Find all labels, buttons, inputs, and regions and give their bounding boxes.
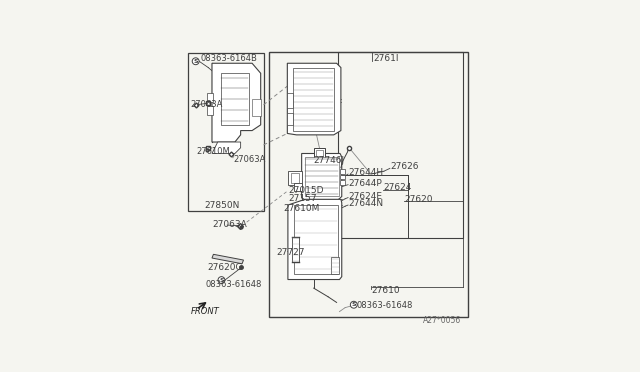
Polygon shape — [287, 63, 341, 135]
Text: 27620G: 27620G — [208, 263, 243, 272]
Circle shape — [218, 277, 225, 283]
Text: S: S — [351, 302, 356, 307]
Polygon shape — [288, 171, 301, 185]
Text: 27063A: 27063A — [190, 100, 222, 109]
Circle shape — [192, 58, 199, 65]
Text: 27626: 27626 — [390, 162, 419, 171]
Text: A27*0056: A27*0056 — [422, 316, 461, 325]
Text: 2761I: 2761I — [373, 54, 399, 64]
Polygon shape — [292, 237, 300, 262]
Text: 27610M: 27610M — [196, 147, 230, 156]
Polygon shape — [212, 142, 241, 154]
Text: 27644H: 27644H — [349, 168, 384, 177]
Text: 27624E: 27624E — [349, 192, 383, 201]
Polygon shape — [207, 93, 212, 102]
Text: S: S — [219, 278, 224, 283]
Polygon shape — [340, 169, 346, 173]
Polygon shape — [331, 257, 339, 274]
Polygon shape — [340, 175, 346, 179]
Polygon shape — [294, 183, 301, 191]
Polygon shape — [212, 63, 260, 142]
Text: 27644P: 27644P — [349, 179, 382, 188]
Polygon shape — [287, 93, 293, 108]
Polygon shape — [188, 53, 264, 211]
Polygon shape — [293, 68, 333, 131]
Polygon shape — [301, 154, 342, 200]
Text: 27610M: 27610M — [284, 204, 320, 213]
Polygon shape — [316, 150, 323, 156]
Circle shape — [350, 301, 357, 308]
Text: 27746J: 27746J — [314, 156, 345, 165]
Polygon shape — [305, 157, 339, 196]
Text: 27850N: 27850N — [204, 201, 240, 209]
Text: 27644N: 27644N — [349, 199, 384, 208]
Text: 27063A: 27063A — [212, 220, 247, 229]
Polygon shape — [269, 52, 468, 317]
Polygon shape — [288, 199, 342, 279]
Polygon shape — [212, 254, 243, 264]
Polygon shape — [221, 73, 249, 125]
Text: 27015D: 27015D — [288, 186, 323, 195]
Text: 27610: 27610 — [372, 286, 401, 295]
Text: 27620: 27620 — [404, 195, 433, 204]
Polygon shape — [340, 180, 346, 185]
Polygon shape — [294, 205, 338, 274]
Polygon shape — [287, 113, 293, 125]
Polygon shape — [314, 148, 325, 158]
Text: 27624: 27624 — [383, 183, 412, 192]
Text: 27727: 27727 — [276, 248, 305, 257]
Polygon shape — [252, 99, 260, 116]
Polygon shape — [207, 106, 212, 115]
Text: S: S — [193, 59, 198, 64]
Text: 08363-6164B: 08363-6164B — [200, 54, 257, 63]
Text: 08363-61648: 08363-61648 — [205, 280, 262, 289]
Text: 08363-61648: 08363-61648 — [356, 301, 413, 310]
Polygon shape — [291, 173, 300, 183]
Text: 27157: 27157 — [288, 194, 317, 203]
Text: 27063A: 27063A — [233, 155, 265, 164]
Text: FRONT: FRONT — [191, 307, 220, 315]
